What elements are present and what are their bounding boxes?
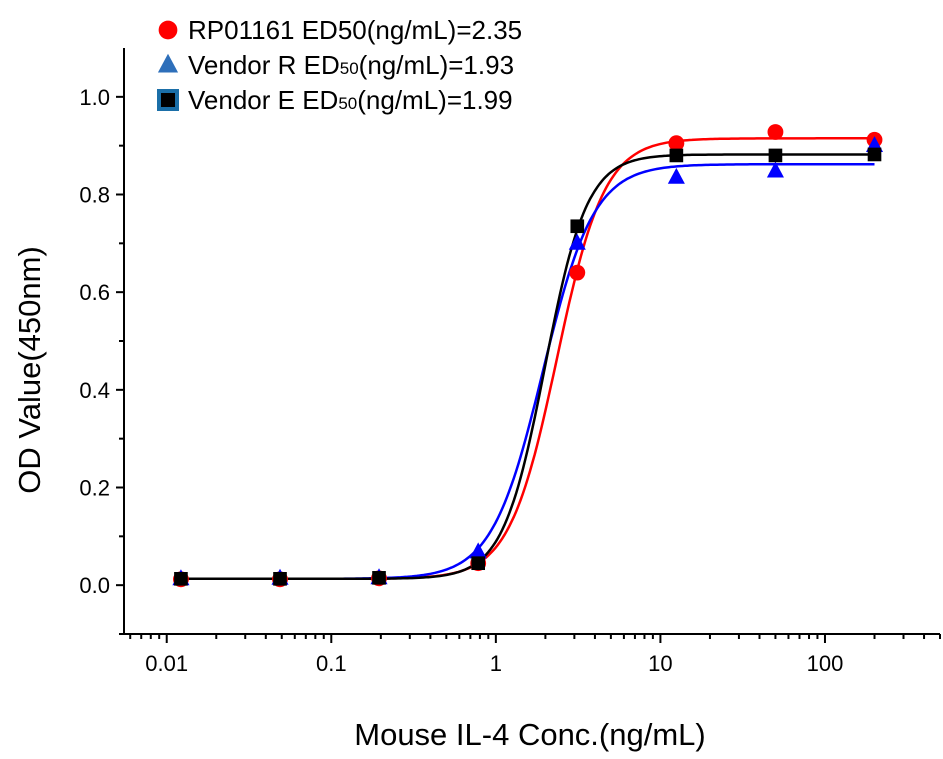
data-point (669, 148, 684, 163)
legend-label: Vendor R ED (188, 50, 340, 80)
data-point (767, 124, 784, 140)
data-points (172, 124, 884, 588)
data-point (667, 167, 685, 184)
data-point (174, 571, 188, 586)
legend-entry: Vendor E ED50(ng/mL)=1.99 (188, 85, 513, 115)
legend-label: RP01161 ED50(ng/mL)=2.35 (188, 15, 522, 45)
data-point (469, 542, 487, 559)
x-tick-label: 10 (648, 651, 672, 676)
data-point (568, 233, 586, 250)
legend-entry: Vendor R ED50(ng/mL)=1.93 (188, 50, 514, 80)
legend-marker (157, 53, 179, 73)
data-point (668, 135, 685, 152)
x-tick-label: 0.01 (145, 651, 188, 676)
y-tick-label: 0.2 (79, 476, 110, 501)
data-point (867, 147, 882, 162)
legend-marker (158, 20, 178, 40)
axes (116, 48, 941, 643)
y-tick-label: 1.0 (79, 85, 110, 110)
y-tick-label: 0.8 (79, 183, 110, 208)
x-tick-label: 1 (490, 651, 502, 676)
data-point (273, 571, 287, 586)
legend-entry: RP01161 ED50(ng/mL)=2.35 (188, 15, 522, 45)
data-point (372, 571, 386, 585)
data-point (766, 161, 784, 178)
legend-label-tail: (ng/mL)=1.99 (357, 85, 512, 115)
x-axis-title: Mouse IL-4 Conc.(ng/mL) (354, 717, 705, 752)
x-tick-label: 0.1 (316, 651, 347, 676)
legend-label-tail: (ng/mL)=1.93 (359, 50, 514, 80)
y-tick-label: 0.4 (79, 378, 110, 403)
data-point (471, 556, 486, 571)
data-point (569, 264, 586, 281)
legend-label-small: 50 (340, 59, 359, 78)
legend-marker-inner (161, 93, 175, 107)
tick-labels: 0.0 0.2 0.4 0.6 0.8 1.0 0.01 0.1 1 10 100 (79, 85, 843, 676)
y-tick-label: 0.0 (79, 573, 110, 598)
legend-label-small: 50 (338, 94, 357, 113)
fit-curves (180, 137, 875, 581)
data-point (768, 148, 783, 163)
data-point (570, 219, 585, 234)
fit-curve (180, 162, 875, 581)
fit-curve (180, 137, 875, 581)
fit-curve (180, 153, 875, 581)
y-axis-title: OD Value(450nm) (12, 246, 47, 494)
x-tick-label: 100 (807, 651, 844, 676)
legend-label: Vendor E ED (188, 85, 338, 115)
y-tick-label: 0.6 (79, 280, 110, 305)
